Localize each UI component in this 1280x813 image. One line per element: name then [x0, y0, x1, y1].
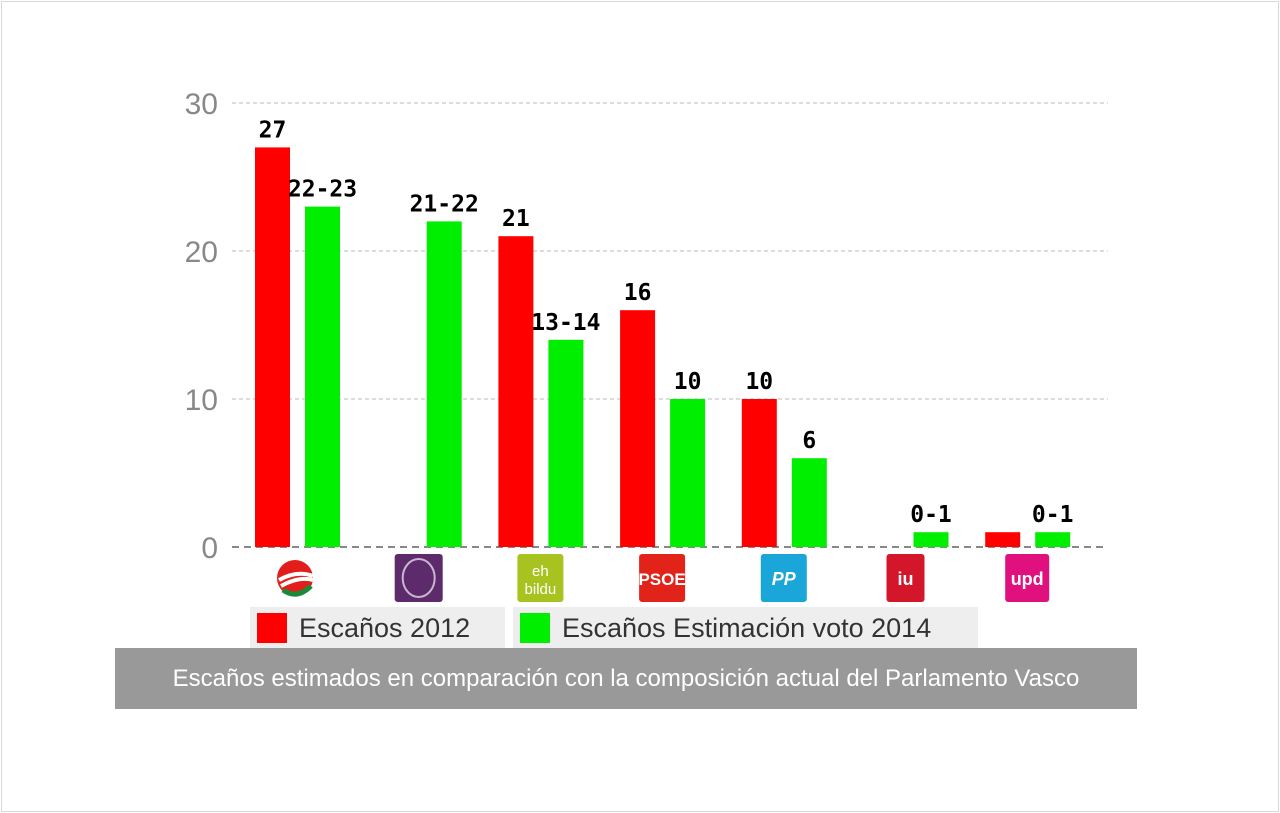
logo-text: bildu: [525, 581, 557, 598]
legend-swatch-red: [257, 613, 287, 643]
bar-pp-0: [741, 399, 777, 547]
y-tick-label: 20: [185, 236, 218, 269]
data-label: 27: [259, 117, 287, 143]
podemos-logo-circle: [401, 558, 436, 598]
bar-psoe-1: [670, 399, 706, 547]
bar-eh-bildu-0: [498, 236, 534, 547]
data-label: 0-1: [910, 502, 952, 528]
bar-upyd-0: [985, 532, 1021, 547]
legend-item-2012[interactable]: Escaños 2012: [250, 607, 505, 649]
party-logo-icon: [760, 554, 807, 602]
party-logo-icon: [639, 554, 686, 602]
party-logo-icon: [1005, 554, 1050, 602]
legend-swatch-green: [520, 613, 550, 643]
data-label: 16: [624, 280, 652, 306]
data-label: 21: [502, 206, 530, 232]
pnv-logo-stripes: [278, 571, 314, 588]
bar-upyd-1: [1035, 532, 1071, 547]
logo-text: iu: [898, 569, 914, 589]
y-tick-label: 0: [201, 532, 218, 565]
party-logo-icon: [886, 554, 925, 602]
legend-label: Escaños 2012: [299, 612, 471, 643]
bar-pp-1: [791, 458, 827, 547]
bar-podemos-1: [426, 221, 462, 547]
pnv-logo-icon: [277, 560, 313, 596]
data-label: 21-22: [410, 191, 479, 217]
data-label: 13-14: [531, 310, 600, 336]
data-label: 0-1: [1032, 502, 1074, 528]
bar-pnv-1: [305, 206, 340, 547]
data-label: 22-23: [288, 177, 357, 203]
data-label: 10: [674, 369, 702, 395]
party-logo-icon: [517, 554, 564, 602]
legend-item-2014[interactable]: Escaños Estimación voto 2014: [513, 607, 978, 649]
logo-text: eh: [532, 563, 549, 580]
y-tick-label: 10: [185, 384, 218, 417]
logo-text: upd: [1011, 569, 1044, 589]
bar-pnv-0: [255, 147, 290, 547]
logo-text: PSOE: [638, 570, 685, 589]
legend-label: Escaños Estimación voto 2014: [562, 612, 932, 643]
y-tick-label: 30: [185, 88, 218, 121]
pnv-logo-green: [281, 584, 313, 597]
bar-psoe-0: [620, 310, 656, 547]
logo-text: PP: [772, 569, 797, 589]
bar-eh-bildu-1: [548, 339, 584, 547]
data-label: 10: [745, 369, 773, 395]
chart-caption: Escaños estimados en comparación con la …: [115, 648, 1137, 709]
bar-iu-1: [913, 532, 949, 547]
data-label: 6: [802, 428, 816, 454]
